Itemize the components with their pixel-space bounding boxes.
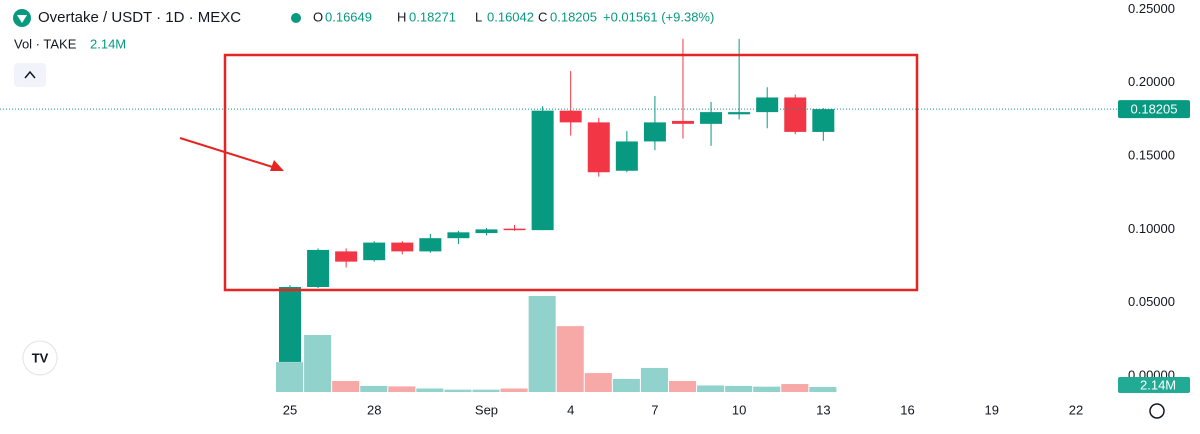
- logo-mark: [17, 15, 27, 23]
- candle-body: [812, 109, 835, 132]
- ohlc-letter: L: [475, 9, 482, 24]
- x-tick-label: Sep: [475, 402, 498, 417]
- x-tick-label: 28: [367, 402, 381, 417]
- ohlc-letter: O: [313, 9, 323, 24]
- tv-logo[interactable]: [22, 340, 58, 376]
- ohlc-value: 0.18205: [550, 9, 597, 24]
- candle-body: [671, 120, 694, 124]
- candle-body: [756, 97, 779, 113]
- volume-title: Vol · TAKE: [14, 36, 77, 51]
- ohlc-header: O 0.16649 H 0.18271 L 0.16042 C 0.18205 +0.01561…: [313, 9, 714, 24]
- price-badge: [1118, 100, 1190, 119]
- candle-body: [419, 238, 442, 252]
- volume-badge: [1118, 377, 1190, 393]
- candle-body: [587, 122, 610, 173]
- chart-title: Overtake / USDT · 1D · MEXC: [38, 9, 241, 26]
- volume-bar: [416, 388, 444, 392]
- candle-body: [391, 242, 414, 252]
- collapse-icon: [24, 70, 36, 79]
- y-tick-label: 0.05000: [1128, 294, 1175, 309]
- volume-bar: [668, 381, 697, 392]
- ohlc-letter: H: [397, 9, 406, 24]
- plot: [276, 38, 837, 392]
- candle-body: [784, 97, 807, 132]
- y-tick-label: 0.25000: [1128, 1, 1175, 16]
- x-tick-label: 22: [1069, 402, 1083, 417]
- volume-bar: [697, 385, 725, 392]
- volume-bar: [753, 386, 781, 392]
- y-tick-label: 0.10000: [1128, 221, 1175, 236]
- volume-bar: [584, 373, 612, 392]
- highlight-box: [223, 53, 919, 292]
- status-dot: [291, 13, 301, 23]
- x-tick-label: 16: [900, 402, 914, 417]
- volume-bar: [500, 388, 528, 392]
- x-tick-label: 13: [816, 402, 830, 417]
- volume-badge-label: 2.14M: [1140, 377, 1176, 392]
- arrow-head: [270, 160, 284, 171]
- candle-body: [335, 251, 358, 262]
- y-tick-label: 0.15000: [1128, 148, 1175, 163]
- candle-body: [363, 242, 386, 261]
- x-tick-label: 7: [651, 402, 658, 417]
- x-tick-label: 25: [283, 402, 297, 417]
- volume-bar: [612, 378, 640, 392]
- candle-body: [700, 112, 723, 124]
- ohlc-value: 0.16042: [487, 9, 534, 24]
- settings-icon[interactable]: [1149, 403, 1165, 419]
- volume-bar: [276, 362, 304, 392]
- x-tick-label: 4: [567, 402, 574, 417]
- arrow: [179, 137, 283, 171]
- volume-bar: [640, 367, 668, 392]
- volume-bar: [781, 384, 809, 392]
- candle-body: [447, 232, 470, 239]
- volume-bar: [388, 386, 416, 392]
- volume-bar: [332, 381, 360, 392]
- y-tick-label: 0.20000: [1128, 74, 1175, 89]
- volume-bar: [528, 296, 556, 392]
- candle-body: [643, 122, 666, 142]
- ohlc-value: 0.16649: [325, 9, 372, 24]
- candle-body: [531, 110, 554, 231]
- candle-body: [559, 110, 582, 123]
- candle-body: [728, 112, 751, 115]
- collapse-button[interactable]: [14, 63, 46, 87]
- volume-bar: [472, 389, 500, 392]
- x-tick-label: 19: [985, 402, 999, 417]
- volume-bar: [725, 385, 753, 392]
- volume-bar: [556, 326, 584, 392]
- ohlc-change: +0.01561 (+9.38%): [603, 9, 714, 24]
- volume-bar: [809, 387, 837, 392]
- candle-body: [279, 287, 301, 362]
- volume-bar: [304, 335, 332, 392]
- volume-bar: [444, 389, 472, 392]
- candle-body: [307, 249, 330, 288]
- tv-logo-mark: TV: [32, 350, 49, 365]
- candle-body: [503, 228, 526, 231]
- ohlc-value: 0.18271: [409, 9, 456, 24]
- volume-last: 2.14M: [90, 36, 126, 51]
- candle-body: [475, 229, 498, 234]
- volume-bar: [360, 385, 388, 392]
- ohlc-letter: C: [538, 9, 547, 24]
- price-badge-label: 0.18205: [1131, 102, 1178, 117]
- candle-body: [615, 141, 638, 171]
- x-tick-label: 10: [732, 402, 746, 417]
